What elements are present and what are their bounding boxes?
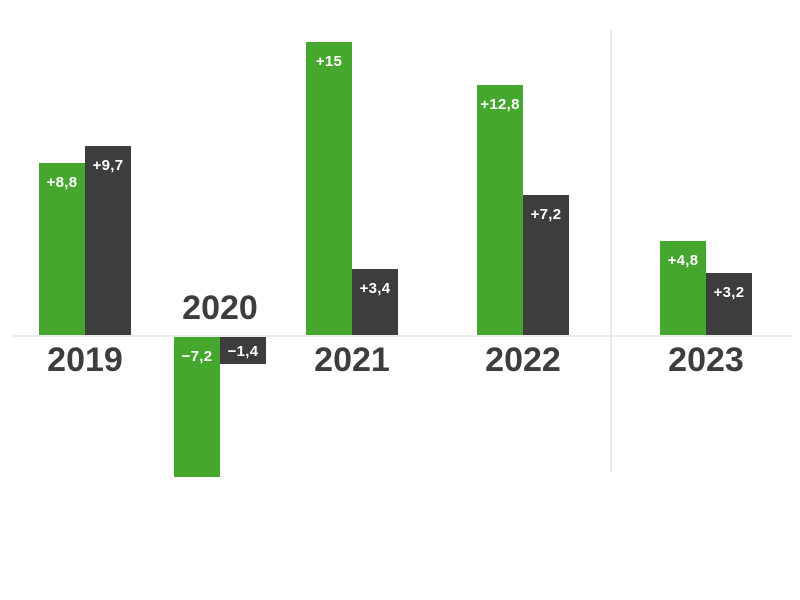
bar-value-label: +12,8	[480, 96, 520, 113]
bar-2023-dark-series: +3,2	[706, 273, 752, 335]
year-label-2020: 2020	[182, 289, 258, 327]
bar-2021-green-series: +15	[306, 42, 352, 335]
bar-value-label: +3,4	[359, 280, 391, 297]
bar-2019-green-series: +8,8	[39, 163, 85, 335]
bar-2019-dark-series: +9,7	[85, 146, 131, 335]
bar-value-label: −7,2	[181, 348, 213, 365]
year-label-2023: 2023	[668, 341, 744, 379]
vertical-separator-line	[610, 30, 612, 472]
bar-value-label: +3,2	[713, 284, 745, 301]
bar-value-label: +4,8	[667, 252, 699, 269]
bar-2022-green-series: +12,8	[477, 85, 523, 335]
bar-2020-green-series: −7,2	[174, 337, 220, 477]
year-label-2022: 2022	[485, 341, 561, 379]
bar-value-label: +8,8	[46, 174, 78, 191]
bar-value-label: +9,7	[92, 157, 124, 174]
bar-2022-dark-series: +7,2	[523, 195, 569, 335]
x-axis-baseline	[13, 335, 792, 337]
year-label-2019: 2019	[47, 341, 123, 379]
bar-2023-green-series: +4,8	[660, 241, 706, 335]
year-label-2021: 2021	[314, 341, 390, 379]
bar-value-label: +15	[315, 53, 343, 70]
bar-2020-dark-series: −1,4	[220, 337, 266, 364]
bar-value-label: −1,4	[227, 342, 259, 360]
bar-value-label: +7,2	[530, 206, 562, 223]
bar-2021-dark-series: +3,4	[352, 269, 398, 335]
